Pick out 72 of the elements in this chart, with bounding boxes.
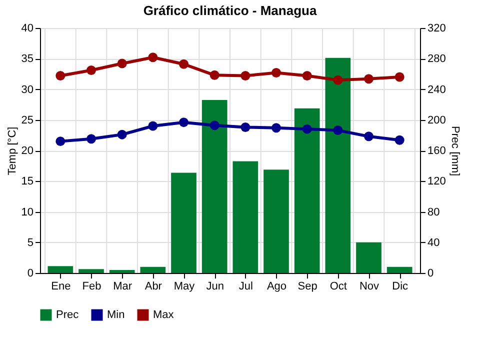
y-tick-label: 30	[21, 84, 34, 96]
legend-label: Min	[107, 309, 125, 321]
point	[210, 70, 220, 80]
y-tick-label: 35	[21, 53, 34, 66]
bar	[232, 161, 258, 273]
x-tick-label: Ene	[51, 280, 71, 292]
y-tick-label: 25	[21, 114, 34, 126]
point	[179, 59, 188, 69]
bar	[264, 170, 289, 273]
chart-title: Gráfico climático - Managua	[143, 3, 318, 18]
point	[148, 52, 158, 62]
y-tick-label: 0	[27, 268, 34, 280]
point	[148, 121, 158, 131]
x-tick-label: Abr	[144, 280, 162, 292]
x-tick-label: Ago	[266, 280, 287, 292]
bar	[78, 269, 104, 273]
legend-label: Max	[153, 309, 174, 321]
point	[302, 124, 312, 134]
point	[240, 71, 250, 81]
x-tick-label: Feb	[82, 280, 102, 292]
y2-tick-label: 0	[428, 268, 434, 280]
point	[117, 58, 127, 68]
point	[272, 123, 281, 133]
point	[272, 68, 281, 78]
bar	[140, 266, 166, 273]
y2-tick-label: 280	[428, 53, 446, 66]
point	[333, 75, 343, 85]
y-tick-label: 15	[21, 176, 34, 188]
y-tick-label: 5	[27, 236, 34, 249]
x-tick-label: May	[174, 280, 196, 292]
y2-tick-label: 120	[428, 176, 446, 188]
point	[86, 134, 96, 144]
x-tick-label: Jun	[206, 280, 224, 292]
point	[364, 132, 374, 142]
bar	[386, 266, 412, 273]
y2-tick-label: 200	[428, 114, 446, 126]
x-tick-label: Mar	[113, 280, 132, 292]
y2-tick-label: 320	[428, 22, 446, 34]
point	[117, 130, 127, 140]
x-tick-label: Sep	[298, 280, 318, 292]
y2-tick-label: 160	[428, 145, 446, 157]
point	[302, 71, 312, 81]
legend-label: Prec	[56, 309, 80, 321]
point	[86, 66, 96, 75]
bar	[171, 172, 196, 273]
bar	[202, 100, 228, 273]
y-tick-label: 10	[21, 206, 34, 218]
y2-tick-label: 80	[428, 206, 440, 218]
y2-axis-title: Prec [mm]	[448, 126, 461, 176]
point	[394, 135, 404, 145]
bar	[294, 108, 320, 273]
point	[364, 74, 374, 84]
point	[56, 71, 66, 81]
y-tick-label: 40	[21, 22, 34, 34]
y-tick-label: 20	[21, 145, 34, 157]
point	[179, 118, 188, 128]
point	[240, 122, 250, 132]
x-tick-label: Dic	[392, 280, 409, 292]
point	[333, 126, 343, 136]
point	[56, 136, 66, 146]
y2-tick-label: 240	[428, 84, 446, 96]
x-tick-label: Nov	[359, 280, 380, 292]
point	[394, 72, 404, 82]
bar	[356, 242, 382, 273]
bar	[109, 270, 135, 273]
y-axis-title: Temp [°C]	[6, 126, 18, 176]
x-tick-label: Jul	[238, 280, 253, 292]
bar	[325, 58, 351, 273]
y2-tick-label: 40	[428, 236, 440, 249]
bar	[48, 266, 74, 273]
point	[210, 120, 220, 130]
x-tick-label: Oct	[330, 280, 347, 292]
